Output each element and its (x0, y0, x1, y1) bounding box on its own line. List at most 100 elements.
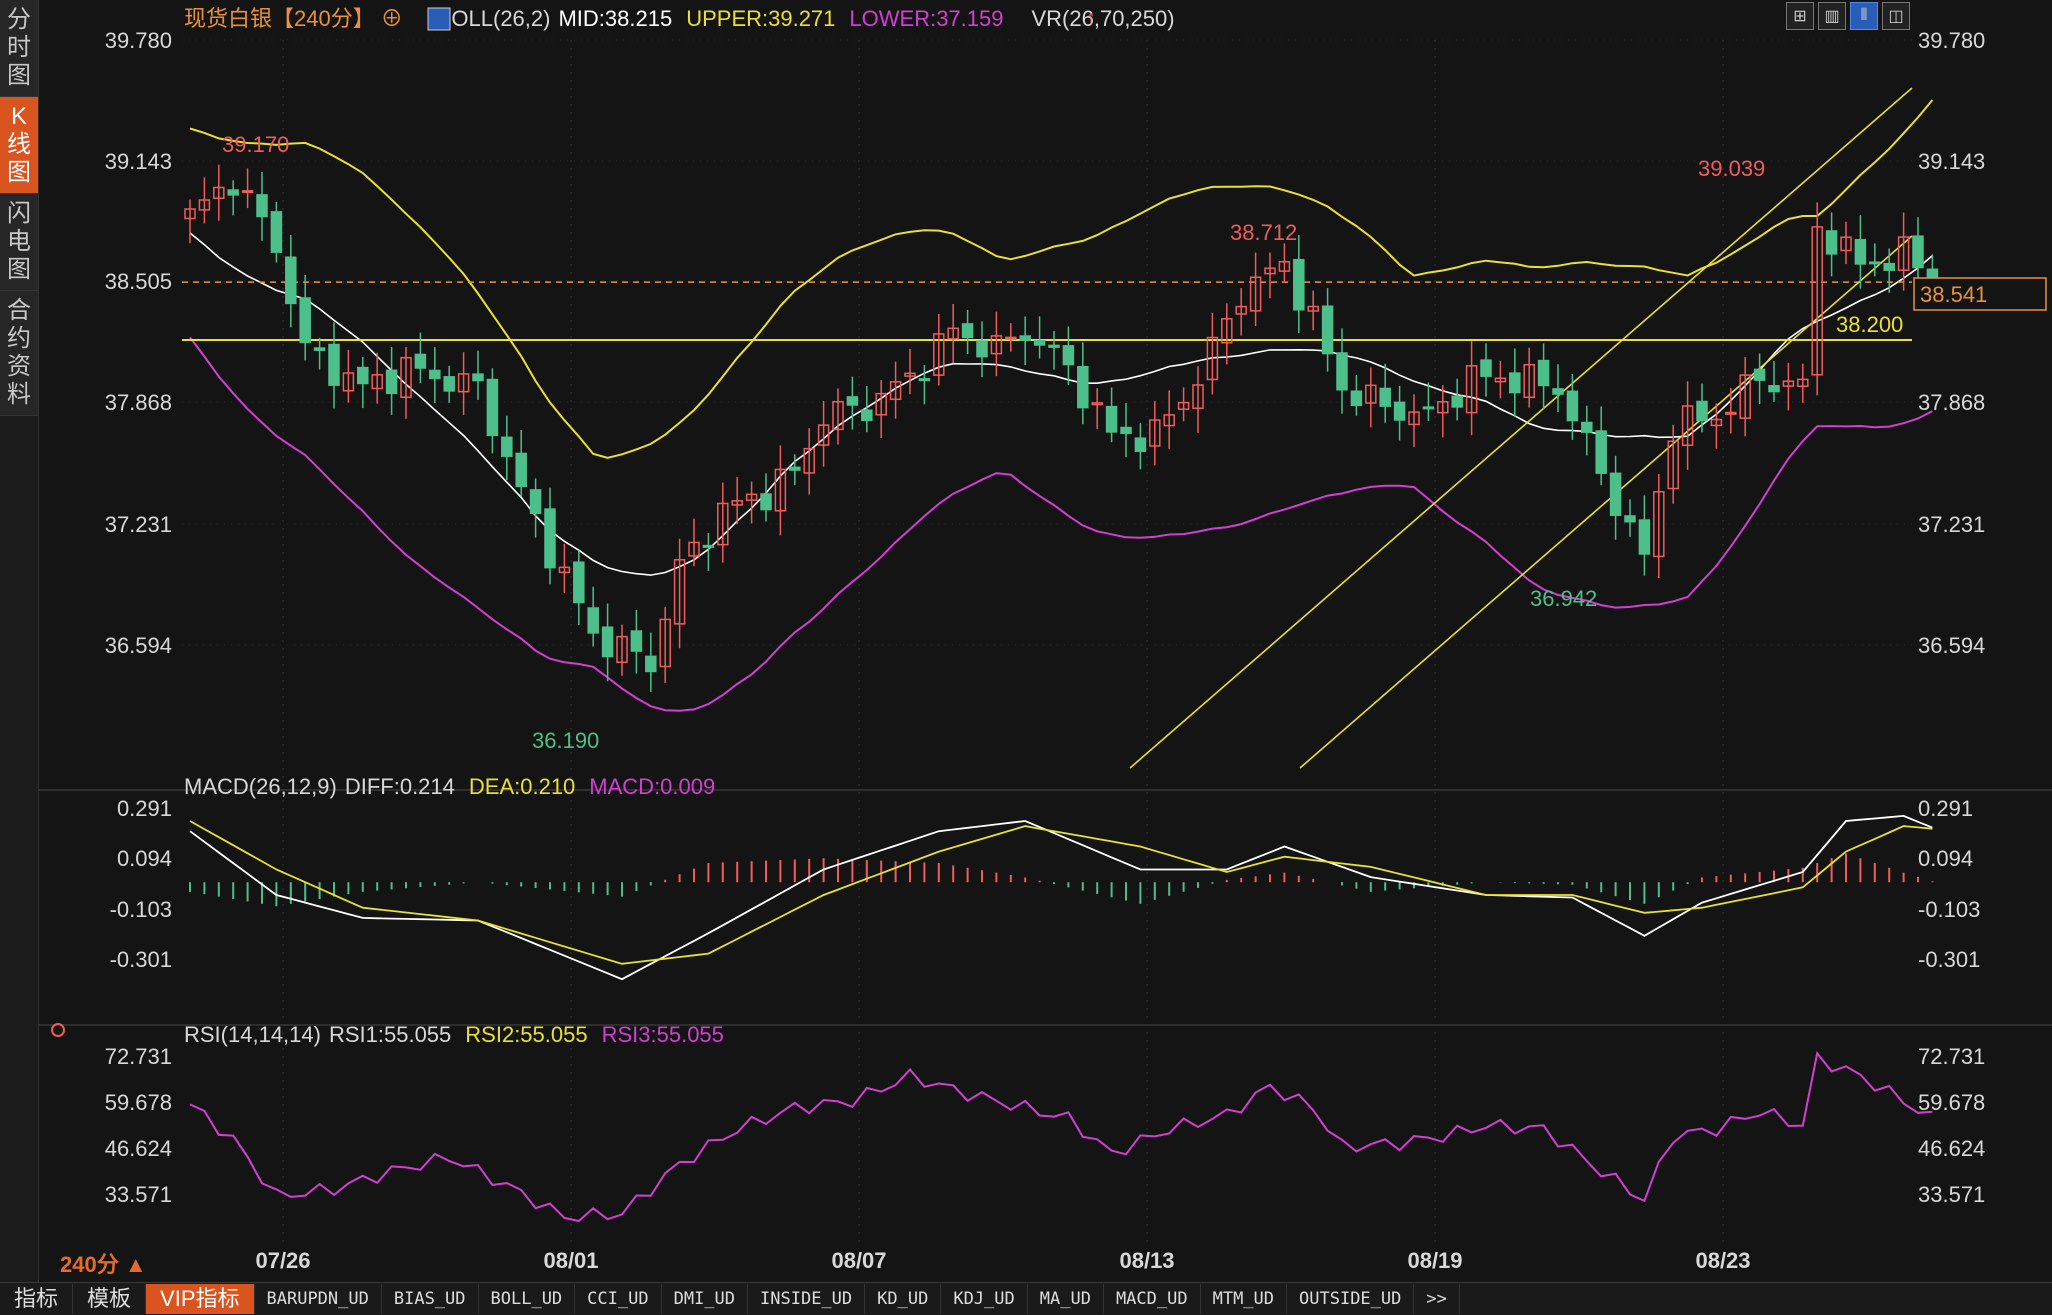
candle-body (241, 190, 254, 194)
candle-body (443, 376, 455, 392)
candle-body (227, 189, 239, 196)
candle-body (313, 347, 326, 351)
price-tick-label: 37.231 (105, 512, 172, 537)
macd-tick-label: 0.094 (117, 846, 172, 871)
candle-body (472, 373, 484, 382)
candle-body (357, 366, 369, 385)
candle-body (645, 655, 657, 673)
candle-body (1854, 239, 1867, 265)
candle-body (990, 335, 1003, 355)
candle-body (256, 194, 268, 218)
boll-mid-value: MID:38.215 (558, 6, 672, 31)
price-tick-label: 36.594 (105, 633, 172, 658)
kline-icon[interactable]: ⫴ (1850, 2, 1878, 30)
x-axis-label: 07/26 (255, 1248, 310, 1273)
indicator-tab[interactable]: BIAS_UD (382, 1284, 479, 1314)
window-icon[interactable]: ◫ (1882, 2, 1910, 30)
price-tick-label: 39.143 (105, 149, 172, 174)
macd-label: MACD(26,12,9) (184, 774, 337, 799)
candle-body (1422, 406, 1435, 410)
candle-body (1509, 372, 1521, 394)
indicator-tab[interactable]: BOLL_UD (479, 1284, 576, 1314)
candle-body (1307, 305, 1319, 312)
candle-body (270, 211, 283, 253)
candle-body (1120, 426, 1132, 435)
candle-body (760, 493, 772, 511)
indicator-tab[interactable]: 模板 (73, 1284, 147, 1314)
triangle-up-icon: ▲ (124, 1252, 147, 1277)
rsi2-value: RSI2:55.055 (465, 1022, 587, 1047)
extreme-annotation: 36.942 (1530, 586, 1597, 611)
indicator-tab[interactable]: INSIDE_UD (748, 1284, 866, 1314)
candle-body (1710, 418, 1723, 427)
candle-body (889, 381, 902, 401)
indicator-tab[interactable]: CCI_UD (575, 1284, 662, 1314)
candle-body (1753, 368, 1766, 381)
rsi-line (189, 1050, 1933, 1223)
indicator-tab[interactable]: >> (1414, 1284, 1460, 1314)
indicator-tab[interactable]: MTM_UD (1201, 1284, 1288, 1314)
tab-timeshare[interactable]: 分时图 (0, 0, 38, 97)
indicator-tab[interactable]: MACD_UD (1104, 1284, 1201, 1314)
candle-body (1264, 267, 1276, 275)
panel-icon[interactable]: ▥ (1818, 2, 1846, 30)
candle-body (1653, 491, 1665, 558)
candle-body (601, 626, 614, 658)
candle-body (947, 327, 959, 340)
macd-dea-line (189, 820, 1933, 965)
candle-body (1480, 359, 1492, 377)
rsi-right-tick-label: 72.731 (1918, 1044, 1985, 1069)
tab-kline[interactable]: K线图 (0, 97, 38, 194)
candle-body (1019, 335, 1031, 342)
right-price-tick-label: 37.231 (1918, 512, 1985, 537)
candle-body (1768, 385, 1780, 393)
indicator-tab[interactable]: DMI_UD (662, 1284, 749, 1314)
right-price-tick-label: 36.594 (1918, 633, 1985, 658)
rsi-tick-label: 33.571 (105, 1182, 172, 1207)
period-label: 240分 (60, 1252, 119, 1277)
macd-macd-value: MACD:0.009 (589, 774, 715, 799)
trend-channel-lower (1299, 235, 1913, 769)
candle-body (573, 561, 585, 604)
price-tick-label: 39.780 (105, 28, 172, 53)
tab-flash-chart[interactable]: 闪电图 (0, 194, 38, 291)
boll-mid-line (189, 232, 1933, 576)
macd-right-tick-label: -0.103 (1918, 897, 1980, 922)
chart-canvas[interactable]: 39.780 39.143 38.505 37.868 37.231 36.594 39.7… (0, 0, 2052, 1282)
candle-body (1912, 235, 1924, 269)
indicator-tab[interactable]: BARUPDN_UD (255, 1284, 382, 1314)
rsi-title-row: RSI(14,14,14) RSI1:55.055 RSI2:55.055 RSI3:… (184, 1022, 724, 1047)
candle-body (1293, 258, 1305, 311)
x-axis-label: 08/13 (1119, 1248, 1174, 1273)
boll-upper-value: UPPER:39.271 (686, 6, 835, 31)
candle-body (1782, 380, 1795, 387)
candle-body (285, 256, 297, 305)
grid-icon[interactable]: ⊞ (1786, 2, 1814, 30)
price-tick-label: 38.505 (105, 269, 172, 294)
candle-body (1624, 515, 1636, 523)
indicator-tab[interactable]: 指标 (0, 1284, 74, 1314)
candle-body (1278, 260, 1291, 272)
macd-right-tick-label: 0.291 (1918, 796, 1973, 821)
candle-body (1033, 339, 1046, 346)
rsi-right-tick-label: 59.678 (1918, 1090, 1985, 1115)
indicator-tab[interactable]: KD_UD (865, 1284, 942, 1314)
x-axis-label: 08/19 (1407, 1248, 1462, 1273)
indicator-tab[interactable]: OUTSIDE_UD (1287, 1284, 1415, 1314)
hline-label: 38.200 (1836, 312, 1903, 337)
candle-body (1825, 230, 1838, 255)
chart-toolbar: ⊞ ▥ ⫴ ◫ (1786, 2, 1910, 30)
indicator-tab[interactable]: KDJ_UD (941, 1284, 1028, 1314)
candle-body (1797, 378, 1809, 388)
indicator-tab[interactable]: VIP指标 (146, 1284, 255, 1314)
candle-body (832, 400, 844, 431)
candle-body (846, 396, 859, 406)
tab-contract-info[interactable]: 合约资料 (0, 291, 38, 416)
rsi-tick-label: 46.624 (105, 1136, 172, 1161)
candle-body (616, 635, 628, 663)
candle-body (1221, 318, 1233, 344)
vr-label: VR(26,70,250) (1031, 6, 1174, 31)
indicator-tab[interactable]: MA_UD (1028, 1284, 1104, 1314)
candle-body (1897, 236, 1910, 271)
period-selector[interactable]: 240分 ▲ (60, 1247, 147, 1279)
